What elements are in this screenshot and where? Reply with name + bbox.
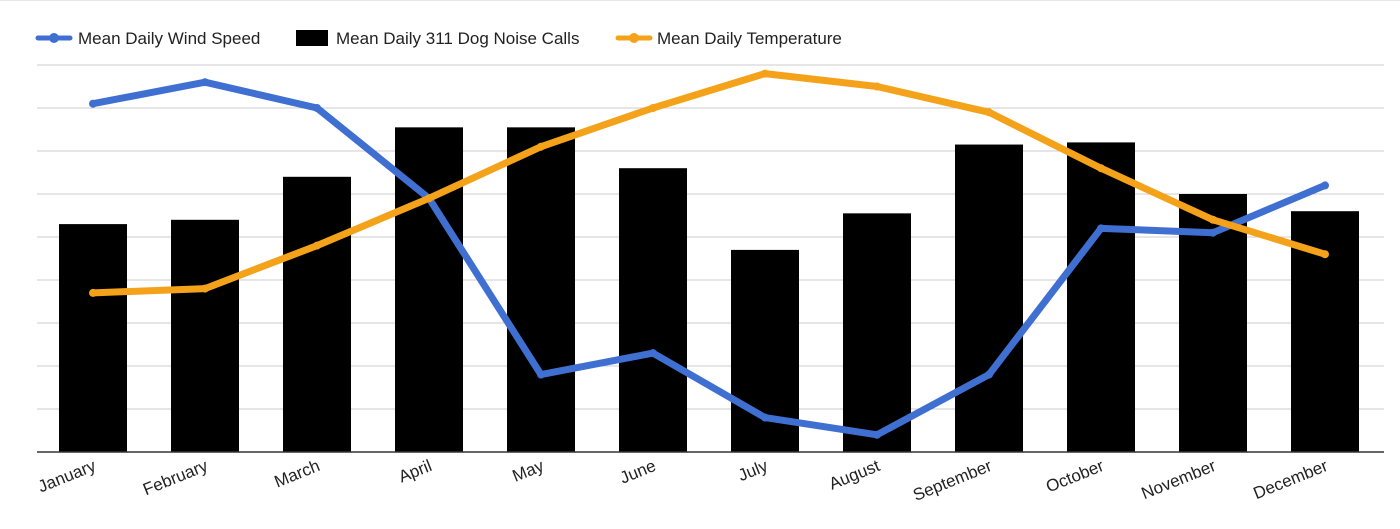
point-mean-daily-temperature-november bbox=[1209, 215, 1217, 224]
legend-temperature-marker bbox=[629, 33, 639, 43]
legend-item-temperature: Mean Daily Temperature bbox=[615, 29, 842, 48]
x-tick-label: July bbox=[735, 456, 771, 485]
bar-november bbox=[1179, 194, 1247, 452]
legend-wind-marker bbox=[49, 33, 59, 43]
bar-october bbox=[1067, 142, 1135, 452]
point-mean-daily-wind-speed-january bbox=[89, 99, 97, 108]
bar-january bbox=[59, 224, 127, 452]
x-tick-label: January bbox=[35, 456, 99, 496]
point-mean-daily-wind-speed-june bbox=[649, 349, 657, 358]
x-tick-label: December bbox=[1251, 456, 1331, 503]
line-mean-daily-temperature bbox=[89, 70, 1329, 297]
legend-calls-label: Mean Daily 311 Dog Noise Calls bbox=[336, 29, 579, 48]
bar-august bbox=[843, 213, 911, 452]
gridlines bbox=[37, 64, 1384, 410]
point-mean-daily-wind-speed-may bbox=[537, 370, 545, 379]
point-mean-daily-temperature-june bbox=[649, 104, 657, 112]
legend: Mean Daily Wind Speed Mean Daily 311 Dog… bbox=[35, 29, 842, 48]
point-mean-daily-temperature-december bbox=[1321, 250, 1329, 259]
point-mean-daily-wind-speed-march bbox=[313, 104, 321, 112]
x-tick-label: May bbox=[510, 456, 547, 486]
line-mean-daily-wind-speed bbox=[89, 78, 1329, 439]
point-mean-daily-temperature-august bbox=[873, 82, 881, 91]
point-mean-daily-temperature-september bbox=[985, 108, 993, 117]
bar-series-calls bbox=[59, 127, 1359, 453]
point-mean-daily-wind-speed-october bbox=[1097, 224, 1105, 233]
point-mean-daily-temperature-april bbox=[425, 194, 433, 203]
point-mean-daily-temperature-march bbox=[313, 241, 321, 250]
x-tick-label: February bbox=[140, 456, 211, 499]
point-mean-daily-wind-speed-august bbox=[873, 430, 881, 439]
legend-temperature-label: Mean Daily Temperature bbox=[657, 29, 842, 48]
x-tick-label: August bbox=[826, 456, 882, 494]
line-series bbox=[89, 69, 1329, 439]
x-axis-labels: January February March April May June July Augu… bbox=[35, 456, 1331, 505]
point-mean-daily-temperature-january bbox=[89, 288, 97, 297]
x-tick-label: October bbox=[1043, 456, 1106, 496]
legend-item-calls: Mean Daily 311 Dog Noise Calls bbox=[296, 29, 579, 48]
legend-wind-label: Mean Daily Wind Speed bbox=[78, 29, 260, 48]
point-mean-daily-wind-speed-july bbox=[761, 413, 769, 422]
x-tick-label: March bbox=[272, 456, 323, 491]
point-mean-daily-wind-speed-february bbox=[201, 78, 209, 87]
legend-calls-swatch bbox=[296, 30, 328, 46]
bar-march bbox=[283, 176, 351, 453]
point-mean-daily-temperature-october bbox=[1097, 164, 1105, 173]
point-mean-daily-wind-speed-december bbox=[1321, 181, 1329, 190]
point-mean-daily-wind-speed-september bbox=[985, 370, 993, 379]
x-tick-label: June bbox=[617, 456, 658, 487]
bar-february bbox=[171, 219, 239, 452]
x-tick-label: April bbox=[396, 456, 435, 486]
x-tick-label: November bbox=[1139, 456, 1219, 503]
point-mean-daily-temperature-july bbox=[761, 69, 769, 78]
bar-june bbox=[619, 168, 687, 452]
x-tick-label: September bbox=[910, 456, 995, 505]
bar-september bbox=[955, 144, 1023, 453]
point-mean-daily-wind-speed-november bbox=[1209, 228, 1217, 237]
legend-item-wind: Mean Daily Wind Speed bbox=[35, 29, 260, 48]
bar-may bbox=[507, 127, 575, 452]
point-mean-daily-temperature-february bbox=[201, 284, 209, 293]
point-mean-daily-temperature-may bbox=[537, 142, 545, 151]
